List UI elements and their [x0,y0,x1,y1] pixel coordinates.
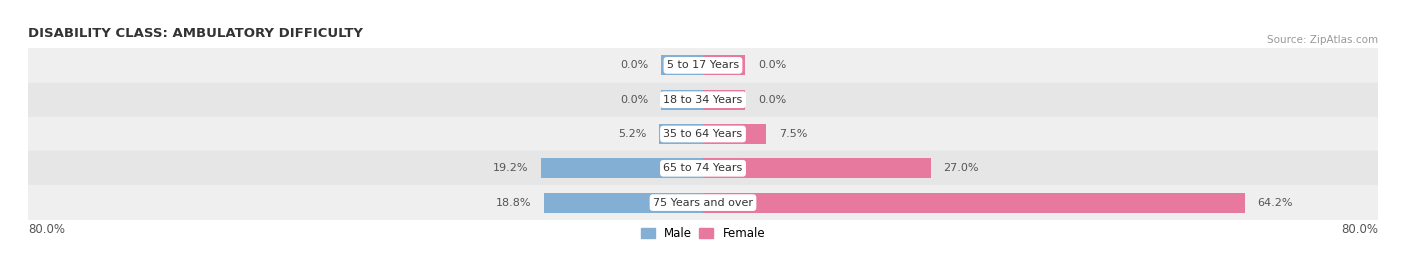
Bar [28,83,1378,117]
Bar [703,90,745,110]
Text: 18 to 34 Years: 18 to 34 Years [664,95,742,105]
Bar [661,90,703,110]
Bar [28,151,1378,185]
Bar [703,55,745,75]
Bar [544,193,703,213]
Text: 5 to 17 Years: 5 to 17 Years [666,60,740,70]
Bar [703,193,1244,213]
Text: 0.0%: 0.0% [620,60,648,70]
Text: 0.0%: 0.0% [758,95,786,105]
Text: 80.0%: 80.0% [1341,223,1378,236]
Text: 0.0%: 0.0% [620,95,648,105]
Bar [28,185,1378,220]
Text: 0.0%: 0.0% [758,60,786,70]
Legend: Male, Female: Male, Female [636,222,770,245]
Bar [703,158,931,178]
Bar [28,48,1378,83]
Bar [659,124,703,144]
Text: 80.0%: 80.0% [28,223,65,236]
Text: 27.0%: 27.0% [943,163,979,173]
Bar [28,117,1378,151]
Text: 19.2%: 19.2% [494,163,529,173]
Text: Source: ZipAtlas.com: Source: ZipAtlas.com [1267,35,1378,45]
Text: 64.2%: 64.2% [1257,198,1292,208]
Text: 7.5%: 7.5% [779,129,807,139]
Text: DISABILITY CLASS: AMBULATORY DIFFICULTY: DISABILITY CLASS: AMBULATORY DIFFICULTY [28,27,363,40]
Bar [541,158,703,178]
Text: 18.8%: 18.8% [496,198,531,208]
Bar [661,55,703,75]
Text: 65 to 74 Years: 65 to 74 Years [664,163,742,173]
Bar [703,124,766,144]
Text: 35 to 64 Years: 35 to 64 Years [664,129,742,139]
Text: 75 Years and over: 75 Years and over [652,198,754,208]
Text: 5.2%: 5.2% [619,129,647,139]
